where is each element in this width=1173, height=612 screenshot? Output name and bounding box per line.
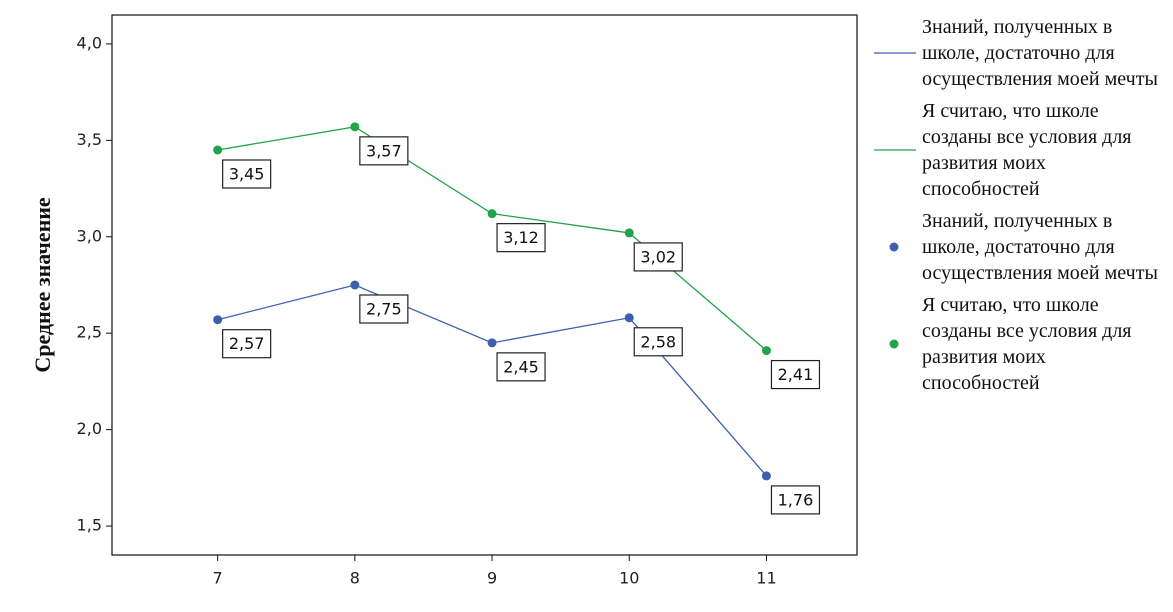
point: [487, 209, 497, 219]
value-label: 2,57: [229, 334, 265, 353]
plot-frame: [111, 14, 858, 556]
y-tick-label: 2,0: [77, 419, 102, 438]
legend-symbol: [889, 242, 899, 252]
legend-label: Я считаю, что школе созданы все условия …: [922, 100, 1132, 200]
value-label-box: [222, 159, 272, 189]
value-label: 3,12: [503, 228, 539, 247]
chart: Среднее значение 1,5 2,0 2,5 3,0 3,5 4,0 7 8 9 10…: [30, 14, 858, 588]
value-label: 2,45: [503, 357, 539, 376]
value-label-box: [496, 352, 546, 382]
y-tick-label: 1,5: [77, 516, 102, 535]
point: [761, 346, 771, 356]
value-label: 1,76: [778, 490, 814, 509]
value-label: 3,57: [366, 141, 402, 160]
point: [350, 280, 360, 290]
legend-label: Знаний, полученных в школе, достаточно д…: [922, 16, 1158, 90]
value-label: 2,41: [778, 365, 814, 384]
y-tick-label: 2,5: [77, 323, 102, 342]
legend-label: Знаний, полученных в школе, достаточно д…: [922, 210, 1158, 284]
x-tick-label: 8: [350, 569, 360, 588]
point: [213, 145, 223, 155]
legend-symbol: [874, 52, 916, 54]
legend-item: Я считаю, что школе созданы все условия …: [872, 292, 1172, 396]
y-axis-label: Среднее значение: [30, 197, 55, 373]
value-label-box: [359, 136, 409, 166]
value-label-box: [633, 327, 683, 357]
x-tick-label: 7: [213, 569, 223, 588]
y-tick-label: 4,0: [77, 33, 102, 52]
point: [624, 228, 634, 238]
x-tick-label: 11: [756, 569, 776, 588]
legend-item: Я считаю, что школе созданы все условия …: [872, 98, 1172, 202]
point: [487, 338, 497, 348]
value-label: 3,02: [640, 247, 676, 266]
value-label-box: [496, 223, 546, 253]
value-label-box: [359, 294, 409, 324]
legend-symbol: [889, 339, 899, 349]
x-tick-label: 10: [619, 569, 639, 588]
value-label-box: [222, 329, 272, 359]
point: [350, 122, 360, 132]
value-label-box: [770, 359, 821, 390]
legend-label: Я считаю, что школе созданы все условия …: [922, 294, 1132, 394]
legend-item: Знаний, полученных в школе, достаточно д…: [872, 208, 1172, 286]
legend-symbol: [874, 149, 916, 151]
value-label: 2,75: [366, 300, 402, 319]
legend-marker: [889, 339, 899, 349]
value-label-box: [770, 485, 821, 515]
value-label-box: [633, 242, 683, 272]
y-tick-label: 3,0: [77, 226, 102, 245]
legend-item: Знаний, полученных в школе, достаточно д…: [872, 14, 1172, 92]
point: [624, 313, 634, 323]
y-tick-label: 3,5: [77, 130, 102, 149]
value-label: 3,45: [229, 165, 265, 184]
legend-marker: [889, 242, 899, 252]
x-tick-label: 9: [487, 569, 497, 588]
value-label: 2,58: [640, 332, 676, 351]
point: [213, 315, 223, 325]
legend: Знаний, полученных в школе, достаточно д…: [872, 14, 1172, 402]
point: [761, 471, 771, 481]
